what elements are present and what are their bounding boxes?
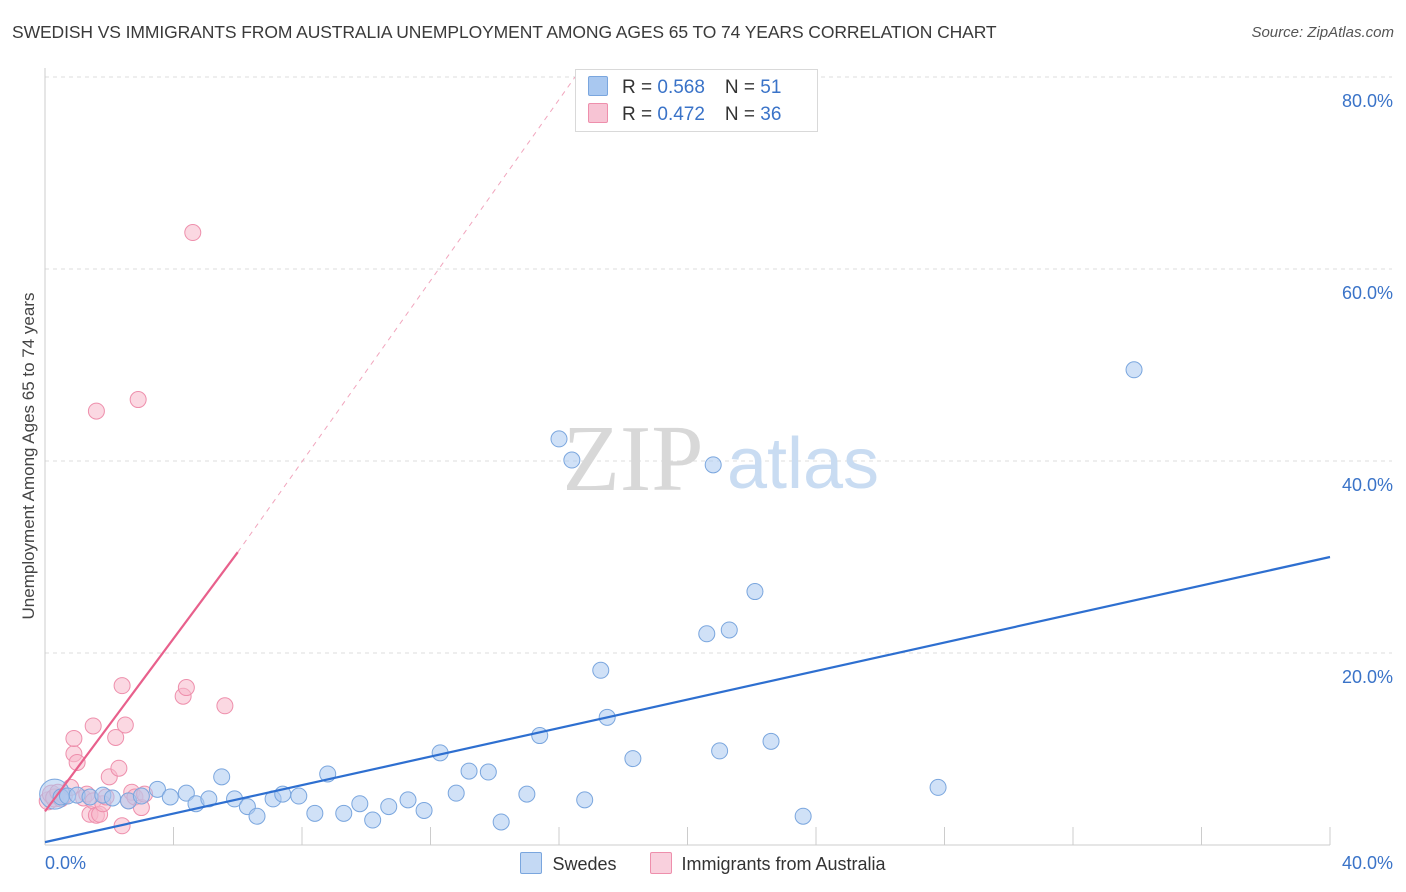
swedes-point	[929, 778, 947, 796]
series-australia-points	[38, 224, 234, 835]
series-legend-australia[interactable]: Immigrants from Australia	[649, 852, 886, 875]
series-legend-swedes[interactable]: Swedes	[520, 852, 616, 875]
watermark-atlas: atlas	[727, 424, 879, 504]
y-tick-label: 40.0%	[1342, 475, 1393, 495]
swedes-point	[479, 763, 497, 781]
legend-row-australia: R = 0.472 N = 36	[588, 103, 781, 127]
trend-lines	[44, 76, 1331, 844]
swedes-point	[399, 791, 417, 809]
swedes-point	[335, 804, 353, 822]
swedes-point	[380, 798, 398, 816]
swedes-point	[306, 804, 324, 822]
australia-point	[216, 697, 234, 715]
legend-n-australia: 36	[760, 104, 782, 125]
swedes-trend-line	[44, 555, 1331, 844]
australia-point	[184, 224, 202, 242]
y-axis-label: Unemployment Among Ages 65 to 74 years	[19, 292, 38, 620]
gridlines	[45, 76, 1392, 654]
swedes-point	[746, 583, 764, 601]
axes	[44, 68, 1331, 846]
australia-point	[107, 728, 125, 746]
swedes-point	[794, 807, 812, 825]
swedes-point	[576, 791, 594, 809]
swedes-point	[460, 762, 478, 780]
swedes-point	[1125, 361, 1143, 379]
y-tick-label: 80.0%	[1342, 91, 1393, 111]
series-legend-swatch-australia	[649, 852, 672, 874]
swedes-point	[415, 801, 433, 819]
swedes-point	[550, 430, 568, 448]
legend-swatch-australia	[588, 103, 608, 123]
y-tick-label: 20.0%	[1342, 667, 1393, 687]
swedes-point	[563, 451, 581, 469]
swedes-point	[698, 625, 716, 643]
legend-row-swedes: R = 0.568 N = 51	[588, 76, 781, 100]
swedes-point	[592, 661, 610, 679]
chart-title: SWEDISH VS IMMIGRANTS FROM AUSTRALIA UNE…	[12, 22, 997, 42]
series-legend: Swedes Immigrants from Australia	[0, 852, 1406, 875]
swedes-point	[624, 750, 642, 768]
swedes-point	[200, 790, 218, 808]
watermark-zip: ZIP	[563, 407, 704, 511]
australia-point	[65, 729, 83, 747]
australia-point	[177, 679, 195, 697]
swedes-point	[290, 787, 308, 805]
australia-point	[84, 717, 102, 735]
x-tick-label: 40.0%	[1342, 853, 1393, 873]
swedes-point	[704, 456, 722, 474]
swedes-point	[518, 785, 536, 803]
australia-point	[68, 753, 86, 771]
legend-n-swedes: 51	[760, 77, 782, 98]
swedes-point	[351, 795, 369, 813]
legend-r-swedes: 0.568	[657, 77, 705, 98]
swedes-point	[762, 732, 780, 750]
swedes-point	[711, 742, 729, 760]
swedes-point	[492, 813, 510, 831]
swedes-point	[132, 787, 150, 805]
swedes-point	[148, 780, 166, 798]
swedes-point	[177, 784, 195, 802]
australia-point	[87, 402, 105, 420]
swedes-point	[364, 811, 382, 829]
australia-point	[129, 391, 147, 409]
tick-labels: 20.0% 40.0% 60.0% 80.0% 0.0% 40.0%	[45, 91, 1393, 873]
watermark: ZIP atlas	[563, 407, 880, 511]
australia-trend-extension	[237, 76, 576, 553]
legend-swatch-swedes	[588, 76, 608, 96]
swedes-point	[103, 789, 121, 807]
swedes-point	[720, 621, 738, 639]
series-legend-swatch-swedes	[520, 852, 543, 874]
y-tick-label: 60.0%	[1342, 283, 1393, 303]
swedes-point	[213, 768, 231, 786]
series-swedes-points	[39, 361, 1143, 831]
swedes-point	[161, 788, 179, 806]
australia-point	[113, 677, 131, 695]
australia-trend-line	[44, 551, 239, 813]
correlation-legend: R = 0.568 N = 51 R = 0.472 N = 36	[575, 69, 818, 132]
swedes-point	[447, 784, 465, 802]
australia-point	[116, 716, 134, 734]
source-label: Source: ZipAtlas.com	[1251, 24, 1394, 41]
australia-point	[110, 759, 128, 777]
legend-r-australia: 0.472	[657, 104, 705, 125]
x-tick-label: 0.0%	[45, 853, 86, 873]
swedes-point	[531, 727, 549, 745]
swedes-point	[248, 807, 266, 825]
